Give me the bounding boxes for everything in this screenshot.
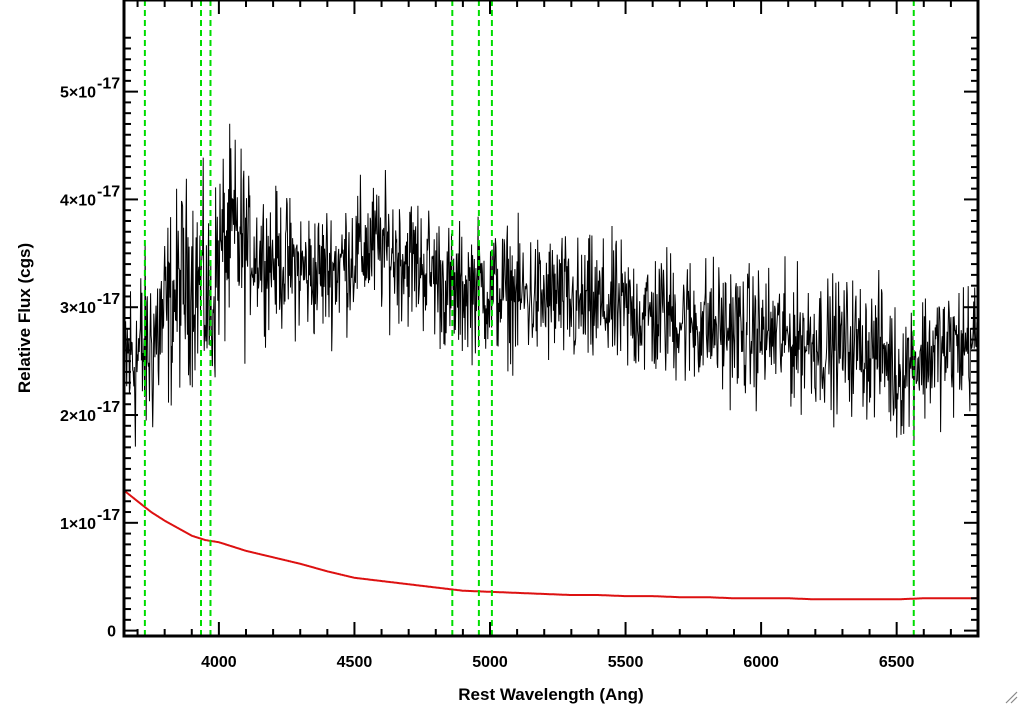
plot-axes: 4000 4500 5000 5500 6000 650001×10-172×10-173… [60, 0, 980, 671]
y-tick-exponent: -17 [97, 399, 120, 416]
error-spectrum-group [123, 489, 978, 601]
y-tick-exponent: -17 [97, 76, 120, 93]
y-tick-exponent: -17 [97, 291, 120, 308]
emission-line-markers [143, 0, 915, 636]
x-tick-label: 4000 [201, 654, 237, 671]
y-tick-exponent: -17 [97, 507, 120, 524]
y-tick-label: 5×10 [60, 85, 96, 102]
x-tick-label: 5500 [608, 654, 644, 671]
x-tick-label: 6500 [879, 654, 915, 671]
y-tick-label: 3×10 [60, 300, 96, 317]
y-tick-label: 2×10 [60, 408, 96, 425]
x-tick-label: 5000 [472, 654, 508, 671]
y-tick-label: 1×10 [60, 516, 96, 533]
x-tick-label: 4500 [337, 654, 373, 671]
y-tick-label: 4×10 [60, 192, 96, 209]
y-tick-exponent: -17 [97, 183, 120, 200]
x-tick-label: 6000 [743, 654, 779, 671]
flux-spectrum-group [123, 123, 979, 447]
resize-grip-icon[interactable] [1004, 690, 1018, 704]
y-tick-label: 0 [107, 624, 116, 641]
y-axis-label: Relative Flux (cgs) [15, 243, 34, 393]
flux-spectrum-line [123, 123, 979, 447]
error-spectrum-line [123, 489, 978, 601]
x-axis-label: Rest Wavelength (Ang) [458, 685, 643, 704]
